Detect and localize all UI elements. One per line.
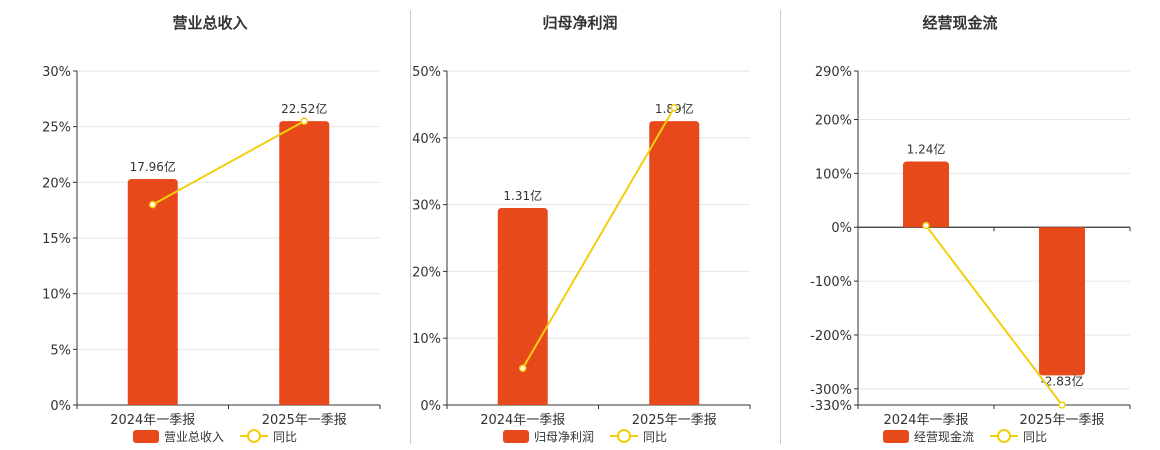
y-tick-label: 30% [42, 65, 71, 80]
y-tick-label: 0% [831, 221, 852, 236]
legend-line-swatch [610, 429, 639, 443]
y-tick-label: -100% [810, 275, 852, 290]
yoy-line [152, 120, 305, 206]
y-tick-label: 5% [50, 343, 71, 358]
y-tick-label: 50% [412, 65, 441, 80]
x-category-label: 2024年一季报 [883, 413, 968, 428]
y-tick-label: 20% [42, 176, 71, 191]
legend-line-label: 同比 [643, 429, 668, 444]
bar [127, 178, 178, 405]
panel-divider [410, 10, 411, 444]
legend-bar-label: 归母净利润 [534, 429, 595, 444]
y-tick-label: 200% [815, 113, 852, 128]
chart-panel-2: 290% 200% 100% 0% -100% -200% -300%-330% 2024年一… [810, 65, 1131, 428]
y-tick-label: 0% [420, 399, 441, 414]
bar-data-label: 17.96亿 [130, 159, 176, 174]
legend-bar-label: 营业总收入 [164, 429, 225, 444]
yoy-line [521, 107, 676, 369]
bar [279, 121, 330, 405]
bar [903, 161, 949, 228]
y-tick-label: 100% [815, 167, 852, 182]
bar-data-label: 22.52亿 [281, 101, 327, 116]
yoy-point [149, 200, 157, 209]
y-tick-label: -330% [810, 399, 852, 414]
yoy-point [300, 117, 308, 125]
x-category-label: 2025年一季报 [262, 413, 347, 428]
y-tick-label: -200% [810, 329, 852, 344]
yoy-point [1058, 401, 1066, 409]
bar-data-label: 1.24亿 [907, 142, 946, 157]
bar [1039, 227, 1085, 376]
chart-panel-1: 50%40%30%20%10%0%2024年一季报1.31亿2025年一季报1.… [412, 65, 751, 428]
legend-bar-swatch [503, 429, 529, 443]
y-tick-label: 15% [42, 232, 71, 247]
x-category-label: 2025年一季报 [632, 413, 717, 428]
legend-line-label: 同比 [1023, 429, 1048, 444]
y-tick-label: 290% [815, 65, 852, 80]
panel-divider [780, 10, 781, 444]
chart-panel-0: 30% 25% 20% 15% 10% 5% 0% 2024年一季报 17.96亿 2025年一季… [42, 65, 381, 428]
legend-line-swatch [990, 429, 1019, 443]
x-category-label: 2024年一季报 [110, 413, 195, 428]
legend-bar-swatch [883, 429, 909, 443]
y-tick-label: 10% [412, 332, 441, 347]
chart-title-revenue: 营业总收入 [172, 14, 248, 32]
yoy-point [922, 221, 930, 230]
x-category-label: 2024年一季报 [480, 413, 565, 428]
legend-line-label: 同比 [273, 429, 298, 444]
y-tick-label: 25% [42, 121, 71, 136]
bar [649, 121, 700, 405]
bar-data-label: 1.31亿 [503, 188, 542, 203]
chart-title-net-profit: 归母净利润 [542, 14, 618, 32]
yoy-point [670, 103, 678, 112]
y-tick-label: 20% [412, 265, 441, 280]
legend-cash-flow[interactable]: 经营现金流 同比 [883, 428, 1047, 444]
bar [497, 207, 548, 405]
y-tick-label: 0% [50, 399, 71, 414]
y-tick-label: 40% [412, 132, 441, 147]
legend-net-profit[interactable]: 归母净利润 同比 [503, 428, 667, 444]
legend-bar-swatch [133, 429, 159, 443]
y-tick-label: 30% [412, 199, 441, 214]
yoy-point [519, 364, 527, 373]
y-tick-label: -300% [810, 383, 852, 398]
chart-title-cash-flow: 经营现金流 [922, 14, 998, 32]
legend-bar-label: 经营现金流 [914, 429, 975, 444]
legend-line-swatch [240, 429, 269, 443]
y-tick-label: 10% [42, 288, 71, 303]
yoy-line [925, 225, 1063, 406]
legend-revenue[interactable]: 营业总收入 同比 [133, 428, 297, 444]
x-category-label: 2025年一季报 [1019, 413, 1104, 428]
bar-data-label: -2.83亿 [1040, 373, 1083, 388]
